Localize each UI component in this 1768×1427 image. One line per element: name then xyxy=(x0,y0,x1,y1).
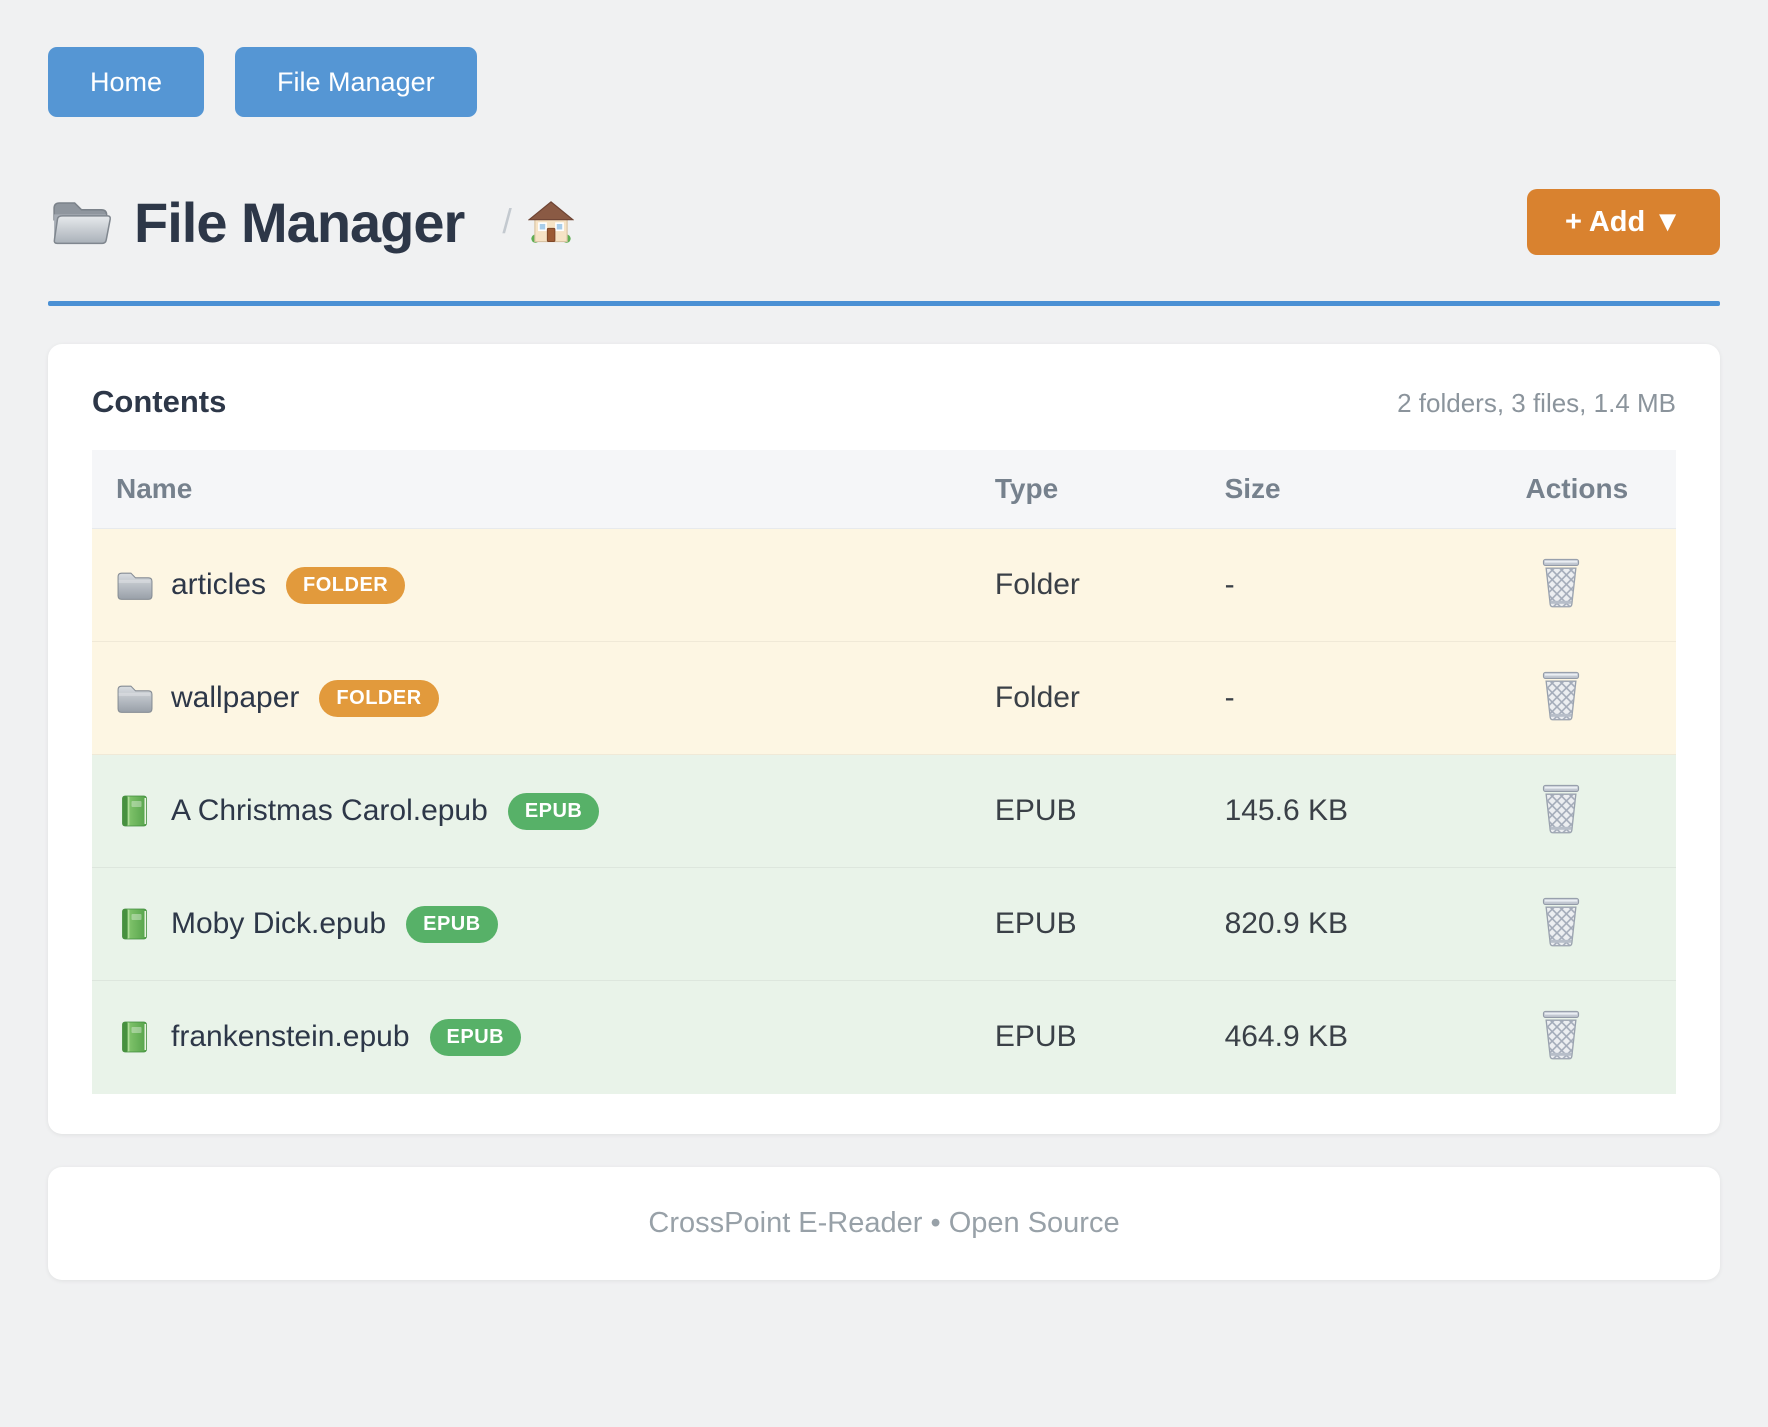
open-folder-icon xyxy=(48,194,112,250)
item-type: EPUB xyxy=(994,1020,1077,1054)
folder-icon xyxy=(116,681,153,715)
column-header-actions: Actions xyxy=(1525,450,1676,529)
add-button[interactable]: + Add ▼ xyxy=(1526,189,1720,255)
table-row[interactable]: frankenstein.epub EPUB EPUB 464.9 KB xyxy=(92,980,1676,1094)
breadcrumb-separator: / xyxy=(502,202,512,241)
item-type: EPUB xyxy=(994,907,1077,940)
item-size: 464.9 KB xyxy=(1224,1020,1348,1054)
green-book-icon xyxy=(116,1020,153,1054)
folder-badge: FOLDER xyxy=(319,679,439,717)
table-row[interactable]: wallpaper FOLDER Folder - xyxy=(92,641,1676,755)
item-size: 145.6 KB xyxy=(1224,794,1348,827)
name-cell: wallpaper FOLDER xyxy=(116,679,995,717)
item-size: 820.9 KB xyxy=(1224,907,1348,940)
top-nav: Home File Manager xyxy=(48,47,1720,117)
wastebasket-icon xyxy=(1538,669,1584,723)
item-name[interactable]: Moby Dick.epub xyxy=(171,907,387,940)
footer: CrossPoint E-Reader • Open Source xyxy=(48,1166,1720,1280)
green-book-icon xyxy=(116,907,153,941)
name-cell: Moby Dick.epub EPUB xyxy=(116,905,995,943)
wastebasket-icon xyxy=(1538,1008,1584,1062)
item-type: Folder xyxy=(994,681,1080,714)
house-icon[interactable] xyxy=(528,200,574,244)
name-cell: frankenstein.epub EPUB xyxy=(116,1018,995,1056)
table-row[interactable]: A Christmas Carol.epub EPUB EPUB 145.6 K… xyxy=(92,754,1676,868)
green-book-icon xyxy=(116,794,153,828)
contents-title: Contents xyxy=(92,384,227,419)
item-name[interactable]: articles xyxy=(171,568,267,601)
item-type: EPUB xyxy=(994,794,1077,827)
page-title: File Manager xyxy=(134,190,465,254)
home-button[interactable]: Home xyxy=(48,47,205,117)
folder-icon xyxy=(116,568,153,602)
column-header-size: Size xyxy=(1224,450,1526,529)
delete-button[interactable] xyxy=(1534,778,1588,840)
folder-badge: FOLDER xyxy=(286,566,406,604)
delete-button[interactable] xyxy=(1534,665,1588,727)
table-row[interactable]: Moby Dick.epub EPUB EPUB 820.9 KB xyxy=(92,867,1676,981)
name-cell: articles FOLDER xyxy=(116,566,995,604)
wastebasket-icon xyxy=(1538,895,1584,949)
item-name[interactable]: A Christmas Carol.epub xyxy=(171,794,488,827)
wastebasket-icon xyxy=(1538,556,1584,610)
item-name[interactable]: wallpaper xyxy=(171,681,300,714)
epub-badge: EPUB xyxy=(507,792,600,830)
files-table: Name Type Size Actions articles FOLDER xyxy=(92,450,1676,1094)
epub-badge: EPUB xyxy=(406,905,498,943)
item-size: - xyxy=(1224,568,1235,601)
item-name[interactable]: frankenstein.epub xyxy=(171,1020,410,1054)
file-manager-button[interactable]: File Manager xyxy=(235,47,477,117)
page: Home File Manager File Manager / + Add ▼… xyxy=(0,47,1768,1280)
footer-text: CrossPoint E-Reader • Open Source xyxy=(648,1206,1120,1239)
contents-summary: 2 folders, 3 files, 1.4 MB xyxy=(1397,388,1676,418)
contents-card-header: Contents 2 folders, 3 files, 1.4 MB xyxy=(92,384,1676,420)
page-header: File Manager / + Add ▼ xyxy=(48,189,1720,255)
name-cell: A Christmas Carol.epub EPUB xyxy=(116,792,995,830)
item-type: Folder xyxy=(994,568,1080,601)
header-divider xyxy=(48,301,1720,306)
epub-badge: EPUB xyxy=(429,1018,522,1056)
delete-button[interactable] xyxy=(1534,891,1588,953)
table-row[interactable]: articles FOLDER Folder - xyxy=(92,528,1676,642)
column-header-name: Name xyxy=(92,450,995,529)
column-header-type: Type xyxy=(994,450,1225,529)
table-header-row: Name Type Size Actions xyxy=(92,450,1676,529)
item-size: - xyxy=(1224,681,1235,714)
delete-button[interactable] xyxy=(1534,552,1588,614)
contents-card: Contents 2 folders, 3 files, 1.4 MB Name… xyxy=(48,344,1720,1134)
delete-button[interactable] xyxy=(1534,1004,1588,1066)
wastebasket-icon xyxy=(1538,782,1584,836)
title-wrap: File Manager / xyxy=(48,190,574,255)
breadcrumb: / xyxy=(502,200,573,244)
